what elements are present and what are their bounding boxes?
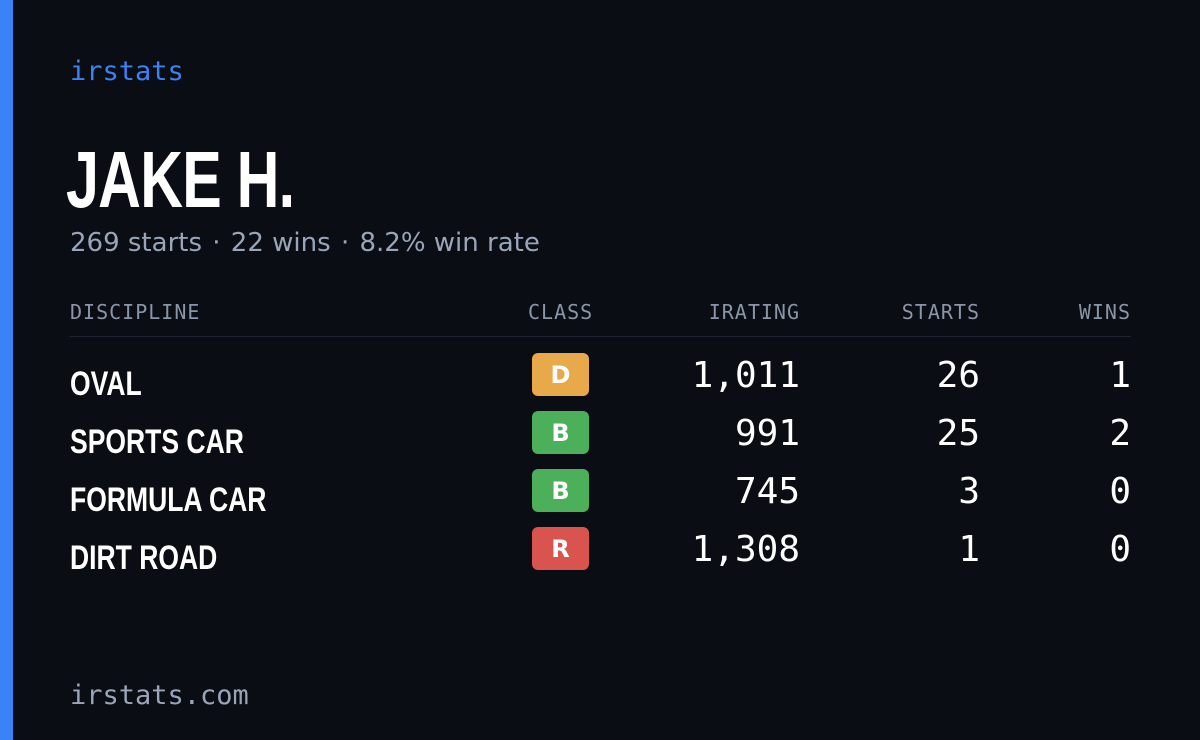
- table-row: SPORTS CAR B 991 25 2: [70, 411, 1131, 469]
- table-row: FORMULA CAR B 745 3 0: [70, 469, 1131, 527]
- driver-summary: 269 starts · 22 wins · 8.2% win rate: [70, 228, 540, 258]
- brand-logo: irstats: [70, 56, 184, 87]
- discipline-label: DIRT ROAD: [70, 539, 218, 577]
- starts-value: 3: [958, 471, 980, 512]
- starts-value: 25: [936, 413, 980, 454]
- class-badge: R: [532, 527, 589, 570]
- discipline-label: FORMULA CAR: [70, 481, 267, 519]
- starts-value: 26: [936, 355, 980, 396]
- header-starts: STARTS: [901, 300, 980, 324]
- summary-separator: ·: [212, 228, 221, 258]
- discipline-label: OVAL: [70, 365, 142, 403]
- irating-value: 745: [734, 471, 800, 512]
- driver-name: JAKE H.: [66, 135, 295, 224]
- irating-value: 1,308: [691, 529, 800, 570]
- table-row: OVAL D 1,011 26 1: [70, 353, 1131, 411]
- wins-value: 0: [1109, 471, 1131, 512]
- starts-value: 1: [958, 529, 980, 570]
- class-badge: D: [532, 353, 589, 396]
- class-badge: B: [532, 469, 589, 512]
- wins-value: 0: [1109, 529, 1131, 570]
- header-discipline: DISCIPLINE: [70, 300, 201, 324]
- accent-bar: [0, 0, 13, 740]
- table-body: OVAL D 1,011 26 1 SPORTS CAR B 991 25 2 …: [70, 353, 1131, 585]
- table-row: DIRT ROAD R 1,308 1 0: [70, 527, 1131, 585]
- footer-url[interactable]: irstats.com: [70, 680, 249, 711]
- irating-value: 1,011: [691, 355, 800, 396]
- discipline-label: SPORTS CAR: [70, 423, 244, 461]
- header-wins: WINS: [1078, 300, 1131, 324]
- summary-win-rate: 8.2% win rate: [359, 228, 540, 258]
- header-irating: IRATING: [708, 300, 800, 324]
- stats-table: DISCIPLINE CLASS IRATING STARTS WINS OVA…: [70, 300, 1131, 585]
- wins-value: 1: [1109, 355, 1131, 396]
- summary-separator: ·: [340, 228, 350, 258]
- summary-starts: 269 starts: [70, 228, 202, 258]
- irating-value: 991: [734, 413, 800, 454]
- table-header: DISCIPLINE CLASS IRATING STARTS WINS: [70, 300, 1131, 337]
- summary-wins: 22 wins: [230, 228, 331, 258]
- wins-value: 2: [1109, 413, 1131, 454]
- header-class: CLASS: [528, 300, 594, 324]
- class-badge: B: [532, 411, 589, 454]
